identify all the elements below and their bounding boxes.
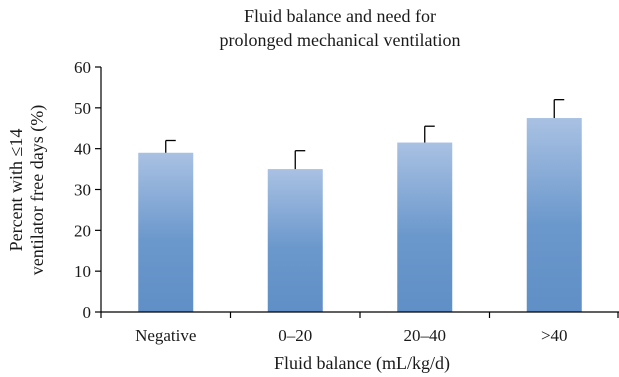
bar-1 (138, 152, 194, 312)
chart-title-line-2: prolonged mechanical ventilation (220, 30, 461, 50)
bar-4 (526, 118, 582, 313)
error-bar-series (165, 99, 565, 170)
y-tick-label-2: 20 (74, 221, 91, 240)
x-axis-label: Fluid balance (mL/kg/d) (274, 353, 450, 374)
y-tick-label-1: 10 (74, 262, 91, 281)
y-axis-label-line-2: ventilator free days (%) (27, 105, 48, 275)
y-tick-label-4: 40 (74, 140, 91, 159)
x-tick-label-4: >40 (541, 326, 568, 345)
chart-title-line-1: Fluid balance and need for (244, 6, 436, 26)
y-tick-label-5: 50 (74, 99, 91, 118)
bar-2 (267, 169, 323, 312)
bar-series (138, 118, 582, 313)
x-tick-label-1: Negative (135, 326, 196, 345)
y-tick-label-3: 30 (74, 181, 91, 200)
x-tick-label-2: 0–20 (278, 326, 312, 345)
y-tick-label-0: 0 (83, 303, 92, 322)
y-axis-ticks: 0 10 20 30 40 50 60 (74, 58, 101, 322)
y-axis-label-line-1: Percent with ≤14 (6, 129, 26, 252)
x-axis-ticks: Negative 0–20 20–40 >40 (100, 312, 619, 345)
y-tick-label-6: 60 (74, 58, 91, 77)
bar-3 (397, 142, 453, 312)
x-tick-label-3: 20–40 (404, 326, 447, 345)
